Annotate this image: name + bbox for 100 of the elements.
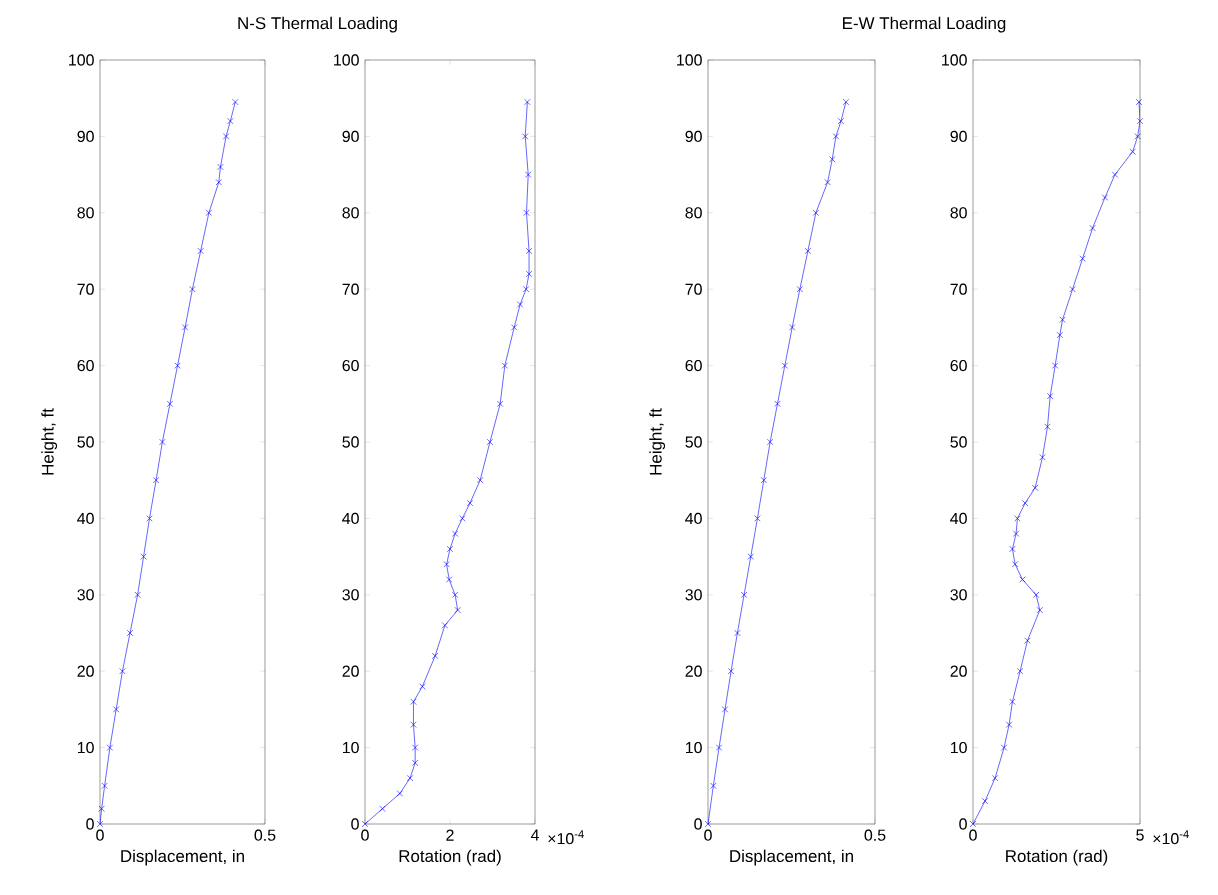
point	[1005, 721, 1013, 728]
point	[410, 698, 417, 705]
point	[1039, 454, 1046, 461]
y-tick-label: 20	[950, 665, 967, 677]
y-tick-label: 30	[77, 589, 94, 601]
y-tick-label: 0	[959, 818, 967, 830]
x-axis-title: Rotation (rad)	[399, 849, 501, 866]
point	[1011, 561, 1019, 568]
y-tick-label: 40	[950, 512, 967, 525]
point	[981, 797, 989, 805]
y-axis-title: Height, ft	[649, 408, 666, 475]
y-tick-label: 10	[950, 741, 967, 754]
x-tick-label: 0	[361, 829, 369, 841]
y-tick-label: 0	[694, 818, 702, 830]
point	[182, 324, 189, 331]
y-axis-title: Height, ft	[41, 408, 58, 475]
x-axis-title: Displacement, in	[121, 849, 244, 866]
point	[525, 171, 532, 178]
point	[486, 438, 494, 446]
y-tick-label: 80	[685, 207, 702, 219]
x-tick-label: 0	[969, 829, 977, 841]
point	[134, 591, 141, 598]
point	[459, 515, 466, 522]
y-tick-label: 60	[685, 359, 702, 372]
point	[1059, 316, 1066, 323]
point	[991, 775, 999, 782]
point	[1134, 133, 1141, 140]
point	[1044, 423, 1051, 430]
y-tick-label: 70	[950, 283, 967, 295]
point	[1012, 530, 1020, 537]
y-tick-label: 90	[685, 130, 702, 143]
point	[837, 117, 845, 125]
point	[1016, 668, 1024, 675]
point	[451, 530, 459, 537]
point	[454, 606, 461, 614]
y-tick-label: 100	[942, 54, 967, 66]
point	[101, 782, 108, 789]
x-tick-label: 5	[1136, 829, 1144, 841]
point	[113, 706, 120, 713]
y-tick-label: 60	[950, 359, 967, 372]
point	[517, 301, 524, 308]
point	[197, 247, 204, 255]
point	[432, 652, 439, 660]
point	[1136, 117, 1144, 125]
point	[1009, 698, 1016, 705]
x-tick-label: 0	[96, 829, 104, 841]
y-tick-label: 80	[77, 207, 94, 219]
x-axis-title: Displacement, in	[730, 849, 853, 866]
point	[205, 209, 213, 216]
x-tick-label: 2	[446, 829, 454, 841]
y-tick-label: 90	[950, 130, 967, 143]
y-tick-label: 100	[677, 54, 702, 66]
point	[1101, 194, 1109, 201]
point	[710, 782, 717, 789]
text: ×10$^{-4}$	[548, 830, 584, 845]
point	[1021, 499, 1029, 507]
point	[511, 324, 518, 331]
point	[715, 744, 723, 751]
point	[396, 790, 403, 797]
text: ×10$^{-4}$	[1153, 830, 1189, 845]
point	[1052, 362, 1059, 369]
point	[812, 209, 820, 216]
point	[523, 209, 530, 216]
y-tick-label: 40	[342, 512, 359, 525]
point	[796, 286, 803, 293]
point	[767, 438, 774, 446]
point	[379, 805, 386, 812]
point	[754, 515, 761, 522]
point	[152, 477, 160, 484]
point	[525, 270, 533, 278]
point	[734, 629, 741, 637]
point	[1079, 255, 1086, 262]
y-tick-label: 70	[77, 283, 94, 295]
x-tick-label: 0.5	[864, 829, 886, 841]
x-tick-label: 0	[704, 829, 712, 841]
point	[166, 400, 174, 407]
point	[1047, 393, 1054, 400]
y-tick-label: 70	[685, 283, 702, 295]
y-tick-label: 50	[685, 436, 702, 448]
point	[451, 591, 459, 598]
point	[410, 721, 417, 728]
text: N-S Thermal Loading	[238, 16, 397, 33]
y-tick-label: 50	[950, 436, 967, 448]
point	[227, 117, 234, 125]
point	[522, 133, 529, 140]
y-tick-label: 50	[342, 436, 359, 448]
point	[159, 438, 166, 446]
y-tick-label: 0	[351, 818, 359, 830]
point	[174, 362, 181, 369]
point	[215, 179, 222, 186]
point	[412, 759, 419, 767]
point	[832, 133, 840, 140]
point	[446, 545, 454, 553]
y-tick-label: 90	[77, 130, 94, 143]
y-tick-label: 10	[685, 741, 702, 754]
x-tick-label: 4	[530, 829, 539, 841]
point	[824, 179, 831, 186]
point	[497, 400, 504, 407]
point	[829, 156, 836, 163]
text: E-W Thermal Loading	[843, 16, 1006, 33]
